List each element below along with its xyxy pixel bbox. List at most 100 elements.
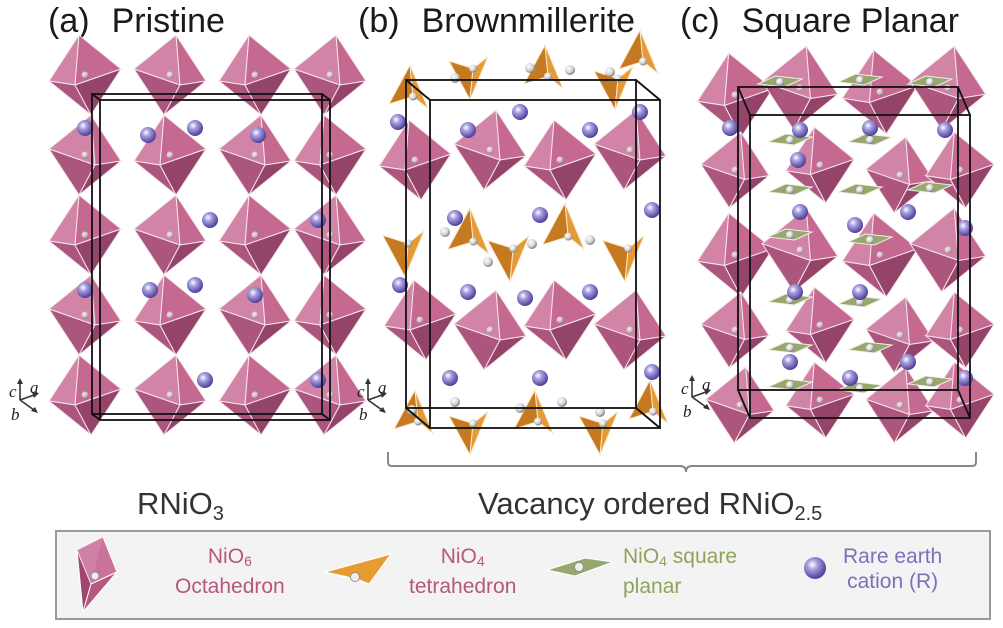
legend-octahedron-text: NiO6 Octahedron: [175, 544, 285, 599]
oxygen-atom: [450, 73, 460, 83]
legend-square-planar-text: NiO4 square planar: [623, 544, 737, 599]
rare-earth-cation: [582, 284, 598, 300]
vacancy-bracket: [387, 452, 977, 473]
octahedron: [132, 354, 208, 436]
octahedron: [864, 296, 936, 374]
legend-tetrahedron-line2: tetrahedron: [409, 575, 517, 598]
octahedron: [292, 354, 368, 436]
rare-earth-cation: [460, 284, 476, 300]
vacancy-formula: Vacancy ordered RNiO2.5: [478, 486, 822, 526]
legend-square-planar-line1: NiO: [623, 545, 660, 568]
oxygen-atom: [605, 67, 615, 77]
square-planar-unit: [766, 341, 814, 354]
oxygen-atom: [450, 397, 460, 407]
rare-earth-cation: [847, 217, 863, 233]
octahedron: [217, 194, 293, 276]
axis-triad-b: c a b: [357, 378, 387, 424]
tetrahedron-icon: [323, 553, 393, 585]
octahedron: [217, 34, 293, 116]
pristine-formula-base: RNiO: [137, 486, 213, 521]
vacancy-formula-sub: 2.5: [794, 503, 823, 525]
crystal-structures: c a b c a b c a b: [9, 28, 996, 473]
pristine-structure: [47, 34, 368, 436]
octahedron: [47, 354, 123, 436]
octahedron: [924, 131, 996, 209]
axis-a-label: a: [30, 378, 39, 397]
axis-triad-a: c a b: [9, 378, 39, 424]
rare-earth-cation: [842, 370, 858, 386]
axis-triad-c: c a b: [681, 375, 711, 421]
axis-a-label: a: [378, 378, 387, 397]
octahedron: [840, 212, 920, 298]
axis-c-label: c: [681, 379, 689, 398]
octahedron: [695, 212, 775, 298]
octahedron: [840, 49, 920, 135]
square-planar-unit: [756, 75, 804, 88]
legend-tetrahedron-text: NiO4 tetrahedron: [409, 544, 516, 599]
square-planar-icon: [545, 557, 614, 577]
octahedron: [217, 114, 293, 196]
octahedron: [132, 194, 208, 276]
panel-name-b: Brownmillerite: [421, 2, 636, 40]
octahedron: [452, 109, 528, 191]
octahedron: [704, 366, 776, 444]
oxygen-atom: [525, 63, 535, 73]
rare-earth-cation: [390, 114, 406, 130]
panel-title-c: (c) Square Planar: [680, 2, 959, 41]
tetrahedron: [447, 411, 489, 457]
rare-earth-cation: [202, 212, 218, 228]
rare-earth-cation: [512, 104, 528, 120]
octahedron: [292, 274, 368, 356]
rare-earth-cation: [957, 220, 973, 236]
rare-earth-cation: [532, 370, 548, 386]
legend-cation-text: Rare earth cation (R): [843, 544, 942, 594]
tetrahedron: [381, 230, 425, 279]
square-planar-unit: [906, 181, 954, 194]
tetrahedron: [522, 43, 564, 89]
rare-earth-cation: [517, 290, 533, 306]
panel-name-a: Pristine: [111, 2, 225, 40]
oxygen-atom: [585, 235, 595, 245]
panel-label-b: (b): [358, 2, 400, 40]
pristine-formula: RNiO3: [137, 486, 224, 526]
legend-square-planar-line2: planar: [623, 575, 682, 598]
rare-earth-cation: [532, 207, 548, 223]
tetrahedron: [512, 388, 554, 434]
rare-earth-sphere-icon: [804, 557, 826, 579]
tetrahedron: [627, 378, 669, 424]
octahedron: [699, 131, 771, 209]
octahedron: [452, 289, 528, 371]
rare-earth-cation: [644, 202, 660, 218]
brownmillerite-structure: [377, 28, 669, 457]
rare-earth-cation: [792, 204, 808, 220]
unit-cell: [91, 93, 331, 421]
axis-a-label: a: [702, 375, 711, 394]
rare-earth-cation: [792, 122, 808, 138]
tetrahedron: [486, 235, 530, 284]
tetrahedron: [446, 206, 490, 255]
axis-c-label: c: [357, 382, 365, 401]
square-planar-unit: [766, 183, 814, 196]
rare-earth-cation: [632, 104, 648, 120]
rare-earth-cation: [582, 122, 598, 138]
panel-title-a: (a) Pristine: [48, 2, 225, 41]
legend-box: NiO6 Octahedron NiO4 tetrahedron NiO4 sq…: [55, 530, 991, 620]
rare-earth-cation: [787, 284, 803, 300]
rare-earth-cation: [250, 127, 266, 143]
octahedron: [522, 119, 598, 201]
axis-b-label: b: [11, 405, 20, 424]
panel-label-c: (c): [680, 2, 720, 40]
panel-title-b: (b) Brownmillerite: [358, 2, 635, 41]
pristine-formula-sub: 3: [212, 503, 224, 525]
legend-cation-line2: cation (R): [847, 570, 939, 593]
octahedron: [382, 279, 458, 361]
square-planar-unit: [836, 183, 884, 196]
octahedron: [47, 34, 123, 116]
legend-tetrahedron-line1: NiO: [440, 545, 477, 568]
rare-earth-cation: [782, 354, 798, 370]
oxygen-atom: [595, 407, 605, 417]
rare-earth-cation: [247, 287, 263, 303]
rare-earth-cation: [197, 372, 213, 388]
rare-earth-cation: [957, 370, 973, 386]
octahedron: [924, 291, 996, 369]
